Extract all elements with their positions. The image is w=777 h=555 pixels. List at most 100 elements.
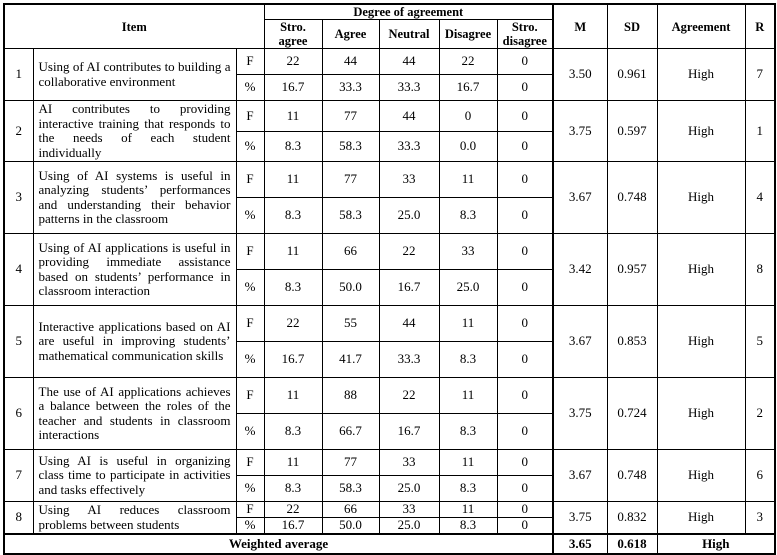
item-number: 5 xyxy=(3,305,34,379)
item-text: Using of AI contributes to building a co… xyxy=(32,48,237,101)
pct-agree: 66.7 xyxy=(321,413,380,451)
pct-strongly-agree: 8.3 xyxy=(263,269,323,307)
freq-strongly-disagree: 0 xyxy=(496,233,554,271)
agreement-value: High xyxy=(656,48,746,101)
freq-label: F xyxy=(235,449,265,477)
freq-strongly-disagree: 0 xyxy=(496,100,554,132)
mean-value: 3.75 xyxy=(552,377,608,451)
freq-neutral: 22 xyxy=(378,377,440,415)
header-sd: SD xyxy=(606,3,658,49)
freq-neutral: 44 xyxy=(378,48,440,75)
freq-strongly-disagree: 0 xyxy=(496,501,554,519)
item-row-freq: 6 The use of AI applications achieves a … xyxy=(3,377,776,451)
freq-disagree: 0 xyxy=(438,100,498,132)
pct-agree: 50.0 xyxy=(321,269,380,307)
freq-strongly-disagree: 0 xyxy=(496,377,554,415)
freq-agree: 55 xyxy=(321,305,380,343)
item-row-pct: % 16.7 41.7 33.3 8.3 0 xyxy=(4,341,775,379)
pct-neutral: 16.7 xyxy=(378,269,440,307)
item-text: Using AI reduces classroom problems betw… xyxy=(32,501,237,535)
item-text: The use of AI applications achieves a ba… xyxy=(32,377,237,451)
header-agree: Agree xyxy=(321,19,380,49)
sd-value: 0.832 xyxy=(606,501,658,535)
rank-value: 5 xyxy=(744,305,776,379)
freq-label: F xyxy=(235,501,265,519)
rank-value: 6 xyxy=(744,449,776,503)
freq-neutral: 33 xyxy=(378,449,440,477)
freq-strongly-disagree: 0 xyxy=(496,48,554,75)
header-degree-group: Degree of agreement xyxy=(263,3,554,20)
freq-disagree: 22 xyxy=(438,48,498,75)
pct-strongly-agree: 8.3 xyxy=(263,475,323,503)
sd-value: 0.597 xyxy=(606,99,658,163)
pct-disagree: 8.3 xyxy=(438,197,498,235)
mean-value: 3.50 xyxy=(552,48,608,101)
weighted-average-sd: 0.618 xyxy=(606,533,658,555)
item-row-freq: 5 Interactive applications based on AI a… xyxy=(3,305,776,379)
pct-label: % xyxy=(235,413,265,451)
freq-label: F xyxy=(235,305,265,343)
rank-value: 4 xyxy=(744,161,776,235)
freq-neutral: 44 xyxy=(378,305,440,343)
freq-disagree: 11 xyxy=(438,501,498,519)
header-disagree: Disagree xyxy=(438,19,498,49)
freq-strongly-agree: 11 xyxy=(263,100,323,132)
header-item: Item xyxy=(3,3,265,49)
sd-value: 0.748 xyxy=(606,449,658,503)
item-row-freq: 3 Using of AI systems is useful in analy… xyxy=(3,161,776,235)
pct-disagree: 8.3 xyxy=(438,413,498,451)
freq-neutral: 44 xyxy=(378,100,440,132)
item-number: 3 xyxy=(3,161,34,235)
pct-label: % xyxy=(235,517,265,535)
freq-neutral: 33 xyxy=(378,501,440,519)
pct-disagree: 0.0 xyxy=(438,130,498,163)
freq-strongly-agree: 22 xyxy=(263,305,323,343)
rank-value: 3 xyxy=(744,501,776,535)
item-row-pct: % 8.3 58.3 25.0 8.3 0 xyxy=(4,197,775,235)
pct-agree: 41.7 xyxy=(321,341,380,379)
item-row-pct: % 8.3 50.0 16.7 25.0 0 xyxy=(4,269,775,307)
pct-strongly-agree: 16.7 xyxy=(263,74,323,101)
freq-strongly-agree: 22 xyxy=(263,501,323,519)
freq-strongly-agree: 11 xyxy=(263,233,323,271)
pct-strongly-agree: 16.7 xyxy=(263,517,323,535)
sd-value: 0.748 xyxy=(606,161,658,235)
pct-strongly-disagree: 0 xyxy=(496,269,554,307)
mean-value: 3.75 xyxy=(552,501,608,535)
item-number: 4 xyxy=(3,233,34,307)
header-agreement: Agreement xyxy=(656,3,746,49)
item-text: Interactive applications based on AI are… xyxy=(32,305,237,379)
item-row-pct: % 8.3 58.3 25.0 8.3 0 xyxy=(4,475,775,503)
item-text: Using of AI applications is useful in pr… xyxy=(32,233,237,307)
agreement-value: High xyxy=(656,449,746,503)
pct-disagree: 8.3 xyxy=(438,341,498,379)
freq-strongly-agree: 11 xyxy=(263,449,323,477)
page: Item Degree of agreement M SD Agreement … xyxy=(3,3,777,555)
sd-value: 0.853 xyxy=(606,305,658,379)
item-number: 7 xyxy=(3,449,34,503)
rank-value: 1 xyxy=(744,99,776,163)
mean-value: 3.75 xyxy=(552,99,608,163)
item-text: Using of AI systems is useful in analyzi… xyxy=(32,161,237,235)
agreement-value: High xyxy=(656,305,746,379)
freq-neutral: 33 xyxy=(378,161,440,199)
mean-value: 3.42 xyxy=(552,233,608,307)
pct-neutral: 25.0 xyxy=(378,517,440,535)
freq-strongly-disagree: 0 xyxy=(496,449,554,477)
item-row-pct: % 8.3 66.7 16.7 8.3 0 xyxy=(4,413,775,451)
freq-disagree: 11 xyxy=(438,305,498,343)
item-row-freq: 8 Using AI reduces classroom problems be… xyxy=(3,501,776,535)
freq-disagree: 11 xyxy=(438,377,498,415)
item-row-pct: % 16.7 33.3 33.3 16.7 0 xyxy=(4,74,775,101)
pct-neutral: 16.7 xyxy=(378,413,440,451)
item-row-freq: 7 Using AI is useful in organizing class… xyxy=(3,449,776,503)
freq-agree: 66 xyxy=(321,501,380,519)
header-mean: M xyxy=(552,3,608,49)
pct-strongly-disagree: 0 xyxy=(496,341,554,379)
pct-label: % xyxy=(235,74,265,101)
freq-neutral: 22 xyxy=(378,233,440,271)
rank-value: 7 xyxy=(744,48,776,101)
pct-label: % xyxy=(235,341,265,379)
pct-neutral: 25.0 xyxy=(378,197,440,235)
header-neutral: Neutral xyxy=(378,19,440,49)
